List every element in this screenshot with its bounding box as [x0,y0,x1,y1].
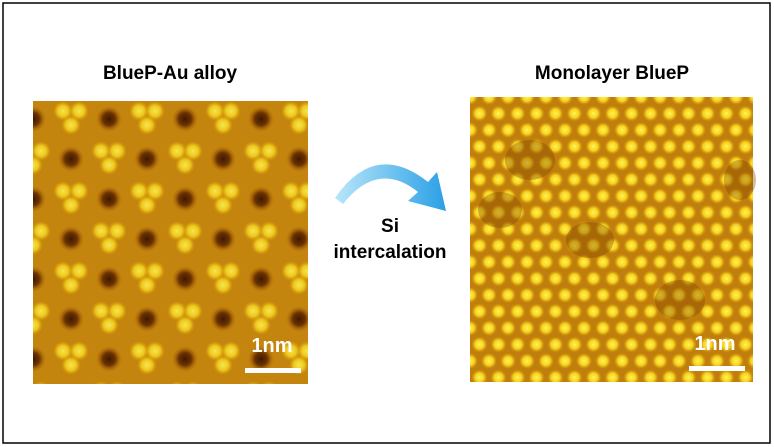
process-label-2: intercalation [334,242,447,263]
scale-bar-label: 1nm [251,335,292,357]
left-title: BlueP-Au alloy [103,63,238,84]
scale-bar [245,368,301,373]
dark-domains [478,140,756,320]
process-label-1: Si [381,216,399,237]
scale-bar-label: 1nm [694,333,735,355]
stm-image-monolayer [470,97,753,382]
scale-bar [689,366,745,371]
stm-image-alloy [33,101,308,384]
image-tint [33,101,308,384]
process-arrow [335,164,446,211]
right-title: Monolayer BlueP [535,63,689,84]
